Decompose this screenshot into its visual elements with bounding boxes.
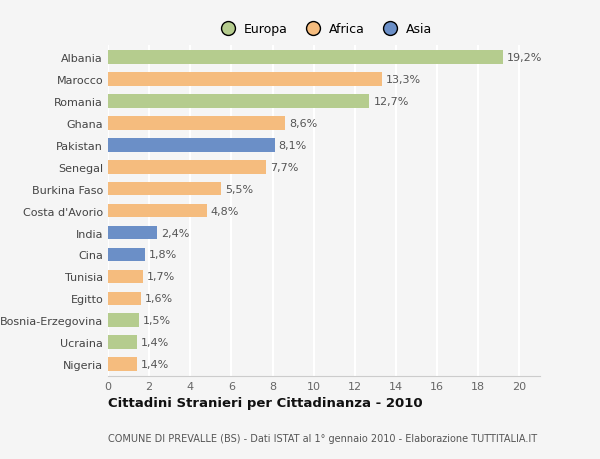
Text: 1,6%: 1,6% xyxy=(145,294,173,304)
Bar xyxy=(108,51,503,65)
Text: 2,4%: 2,4% xyxy=(161,228,190,238)
Bar xyxy=(108,95,369,108)
Text: COMUNE DI PREVALLE (BS) - Dati ISTAT al 1° gennaio 2010 - Elaborazione TUTTITALI: COMUNE DI PREVALLE (BS) - Dati ISTAT al … xyxy=(108,433,537,442)
Text: 1,4%: 1,4% xyxy=(141,359,169,369)
Text: 13,3%: 13,3% xyxy=(386,75,421,85)
Text: 8,6%: 8,6% xyxy=(289,118,317,129)
Bar xyxy=(108,183,221,196)
Bar xyxy=(108,292,141,306)
Text: Cittadini Stranieri per Cittadinanza - 2010: Cittadini Stranieri per Cittadinanza - 2… xyxy=(108,396,422,409)
Text: 7,7%: 7,7% xyxy=(271,162,299,173)
Bar xyxy=(108,139,275,152)
Text: 1,5%: 1,5% xyxy=(143,316,171,325)
Bar xyxy=(108,248,145,262)
Text: 8,1%: 8,1% xyxy=(279,140,307,151)
Text: 12,7%: 12,7% xyxy=(373,97,409,106)
Legend: Europa, Africa, Asia: Europa, Africa, Asia xyxy=(215,23,433,36)
Text: 1,4%: 1,4% xyxy=(141,337,169,347)
Text: 19,2%: 19,2% xyxy=(507,53,542,63)
Bar xyxy=(108,336,137,349)
Bar xyxy=(108,204,207,218)
Bar xyxy=(108,117,285,130)
Bar xyxy=(108,270,143,284)
Text: 1,7%: 1,7% xyxy=(147,272,175,282)
Bar xyxy=(108,73,382,87)
Text: 5,5%: 5,5% xyxy=(225,184,253,194)
Bar xyxy=(108,314,139,327)
Text: 1,8%: 1,8% xyxy=(149,250,178,260)
Bar xyxy=(108,161,266,174)
Bar xyxy=(108,358,137,371)
Bar xyxy=(108,226,157,240)
Text: 4,8%: 4,8% xyxy=(211,206,239,216)
